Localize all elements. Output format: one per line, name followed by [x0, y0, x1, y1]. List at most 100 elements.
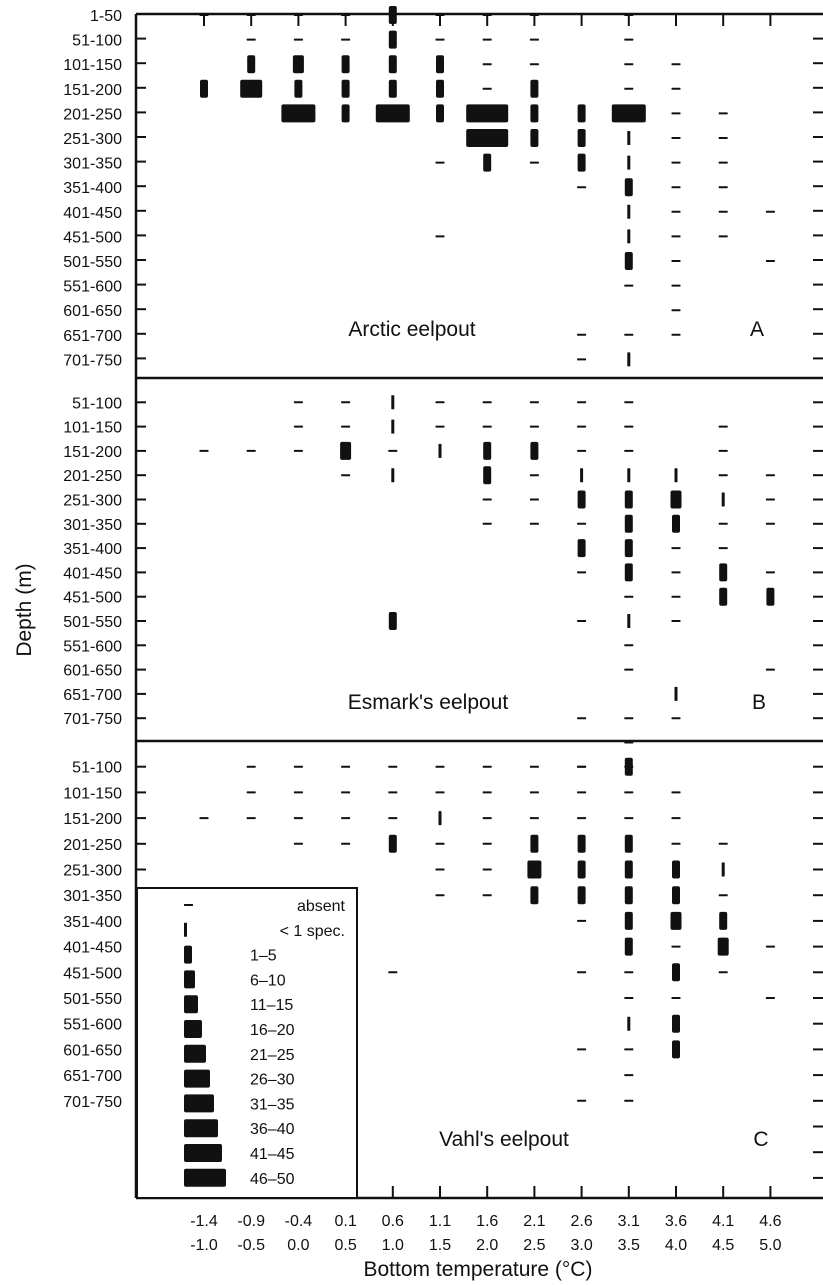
data-mark — [765, 668, 775, 671]
data-mark — [482, 498, 492, 501]
legend-swatch — [184, 1020, 202, 1038]
data-mark — [200, 79, 208, 98]
temperature-label-top: 4.1 — [712, 1213, 734, 1230]
data-mark — [627, 131, 631, 145]
data-mark — [529, 817, 539, 820]
data-mark — [624, 284, 634, 287]
legend-label: < 1 spec. — [280, 923, 345, 940]
data-mark — [482, 817, 492, 820]
data-mark — [530, 834, 539, 853]
data-mark — [624, 1099, 634, 1102]
legend-box — [136, 887, 358, 1199]
legend-swatch — [184, 904, 193, 906]
data-mark — [482, 522, 492, 525]
data-mark — [341, 55, 350, 74]
data-mark — [718, 894, 728, 897]
temperature-label-top: 2.1 — [523, 1213, 545, 1230]
data-mark — [529, 14, 539, 16]
depth-label: 151-200 — [63, 811, 122, 828]
y-axis-title: Depth (m) — [13, 563, 36, 656]
data-mark — [671, 87, 681, 90]
data-mark — [624, 997, 634, 999]
legend-label: 6–10 — [250, 972, 286, 989]
depth-label: 351-400 — [63, 180, 122, 197]
data-mark — [527, 860, 542, 879]
data-mark — [293, 817, 303, 820]
data-mark — [765, 945, 775, 948]
data-mark — [246, 449, 256, 452]
panel-c-title: Vahl's eelpout — [439, 1128, 569, 1151]
data-mark — [718, 522, 728, 525]
data-mark — [672, 886, 680, 905]
data-mark — [624, 514, 633, 533]
data-mark — [482, 401, 492, 404]
data-mark — [293, 401, 303, 404]
depth-label: 301-350 — [63, 156, 122, 173]
data-mark — [529, 474, 539, 477]
depth-label: 201-250 — [63, 106, 122, 123]
data-mark — [341, 765, 351, 768]
data-mark — [718, 971, 728, 974]
legend-label: 16–20 — [250, 1022, 295, 1039]
depth-label: 101-150 — [63, 785, 122, 802]
depth-label: 551-600 — [63, 279, 122, 296]
data-mark — [341, 425, 351, 428]
data-mark — [624, 860, 633, 879]
data-mark — [341, 79, 350, 98]
depth-label: 101-150 — [63, 57, 122, 74]
depth-label: 651-700 — [63, 328, 122, 345]
data-mark — [672, 514, 680, 533]
temperature-label-top: -0.4 — [285, 1213, 313, 1230]
data-mark — [482, 63, 492, 66]
temperature-label-bottom: 0.0 — [287, 1237, 309, 1254]
temperature-label-bottom: 2.5 — [523, 1237, 545, 1254]
data-mark — [624, 1074, 634, 1077]
depth-label: 151-200 — [63, 444, 122, 461]
data-mark — [765, 260, 775, 262]
temperature-label-bottom: 5.0 — [759, 1237, 781, 1254]
data-mark — [671, 137, 681, 139]
data-mark — [577, 333, 587, 336]
data-mark — [281, 104, 316, 123]
data-mark — [246, 791, 256, 794]
data-mark — [765, 498, 775, 501]
data-mark — [438, 811, 442, 826]
legend-swatch — [184, 1044, 206, 1063]
data-mark — [529, 791, 539, 794]
data-mark — [341, 474, 351, 477]
data-mark — [483, 466, 492, 485]
data-mark — [530, 441, 539, 460]
data-mark — [671, 817, 681, 820]
data-mark — [719, 587, 728, 606]
data-mark — [577, 765, 587, 768]
temperature-label-top: 1.6 — [476, 1213, 498, 1230]
temperature-label-bottom: -1.0 — [190, 1237, 218, 1254]
depth-label: 551-600 — [63, 638, 122, 655]
legend-swatch — [184, 945, 192, 964]
panel-b-letter: B — [752, 691, 766, 714]
temperature-label-top: 0.1 — [334, 1213, 356, 1230]
legend-swatch — [184, 922, 187, 937]
data-mark — [577, 490, 586, 509]
data-mark — [718, 161, 728, 164]
data-mark — [247, 55, 256, 74]
legend-label: absent — [297, 898, 346, 915]
data-mark — [627, 614, 631, 628]
data-mark — [671, 210, 681, 213]
data-mark — [388, 6, 397, 24]
data-mark — [435, 894, 445, 897]
data-mark — [671, 595, 681, 598]
data-mark — [577, 539, 586, 558]
data-mark — [529, 401, 539, 404]
data-mark — [435, 868, 445, 871]
data-mark — [435, 842, 445, 845]
data-mark — [718, 137, 728, 139]
data-mark — [388, 765, 398, 768]
temperature-label-top: 0.6 — [382, 1213, 404, 1230]
data-mark — [199, 14, 209, 16]
data-mark — [482, 868, 492, 871]
data-mark — [391, 419, 395, 434]
data-mark — [199, 449, 209, 452]
data-mark — [624, 178, 633, 197]
depth-label: 1-50 — [90, 8, 122, 25]
